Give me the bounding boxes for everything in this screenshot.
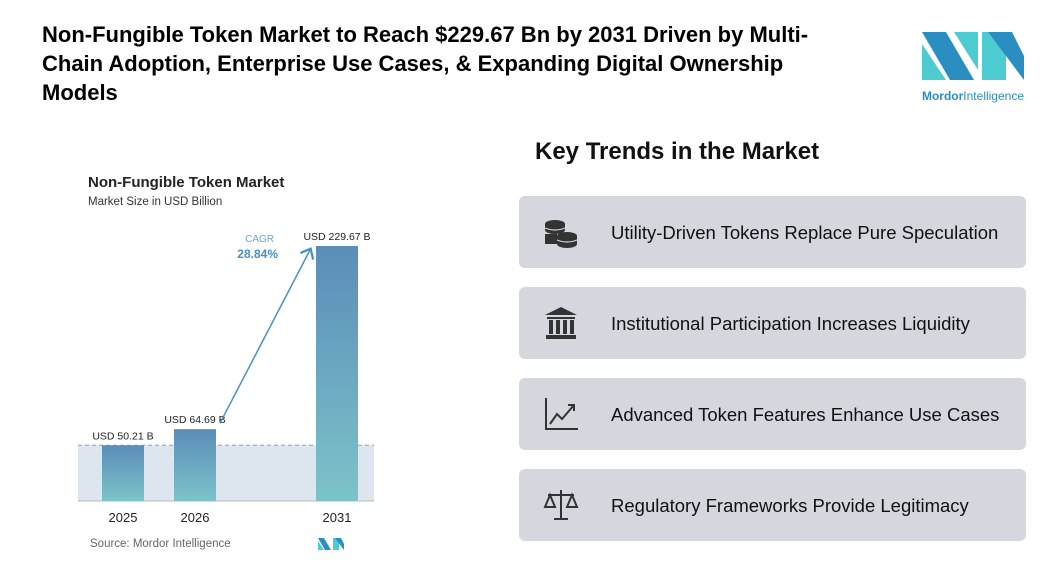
market-chart: Non-Fungible Token Market Market Size in… xyxy=(58,160,404,560)
trend-card: Utility-Driven Tokens Replace Pure Specu… xyxy=(519,196,1026,268)
x-tick-2031: 2031 xyxy=(323,510,352,525)
bar-2025 xyxy=(102,445,144,501)
mordor-logo: MordorIntelligence xyxy=(918,30,1028,103)
bar-2031 xyxy=(316,246,358,501)
logo-text-rest: Intelligence xyxy=(963,89,1025,103)
page-title: Non-Fungible Token Market to Reach $229.… xyxy=(42,22,809,105)
line-chart-icon xyxy=(545,398,578,430)
trend-card: Institutional Participation Increases Li… xyxy=(519,287,1026,359)
source-logo-icon xyxy=(318,538,344,550)
coins-icon xyxy=(544,220,578,248)
data-label-2031: USD 229.67 B xyxy=(303,231,370,243)
cagr-value: 28.84% xyxy=(237,247,278,261)
data-label-2025: USD 50.21 B xyxy=(92,430,153,442)
scales-icon xyxy=(543,490,579,520)
trend-label: Regulatory Frameworks Provide Legitimacy xyxy=(611,494,969,516)
chart-subtitle: Market Size in USD Billion xyxy=(88,196,223,208)
x-tick-2025: 2025 xyxy=(109,510,138,525)
cagr-arrow xyxy=(219,250,310,424)
trend-card: Advanced Token Features Enhance Use Case… xyxy=(519,378,1026,450)
x-tick-2026: 2026 xyxy=(181,510,210,525)
bar-2026 xyxy=(174,429,216,501)
chart-svg: USD 50.21 B 2025 USD 64.69 B 2026 USD 229.67… xyxy=(78,231,374,525)
logo-text-bold: Mordor xyxy=(921,89,964,103)
trend-label: Utility-Driven Tokens Replace Pure Specu… xyxy=(611,221,999,243)
data-label-2026: USD 64.69 B xyxy=(164,414,225,426)
chart-title: Non-Fungible Token Market xyxy=(88,174,285,191)
logo-mark-icon xyxy=(922,32,1024,80)
trends-title: Key Trends in the Market xyxy=(535,138,820,165)
trend-label: Institutional Participation Increases Li… xyxy=(611,312,970,334)
trend-card: Regulatory Frameworks Provide Legitimacy xyxy=(519,469,1026,541)
cagr-label: CAGR xyxy=(245,234,274,245)
trend-label: Advanced Token Features Enhance Use Case… xyxy=(611,403,1000,425)
bank-icon xyxy=(545,307,577,339)
chart-source: Source: Mordor Intelligence xyxy=(90,538,231,550)
